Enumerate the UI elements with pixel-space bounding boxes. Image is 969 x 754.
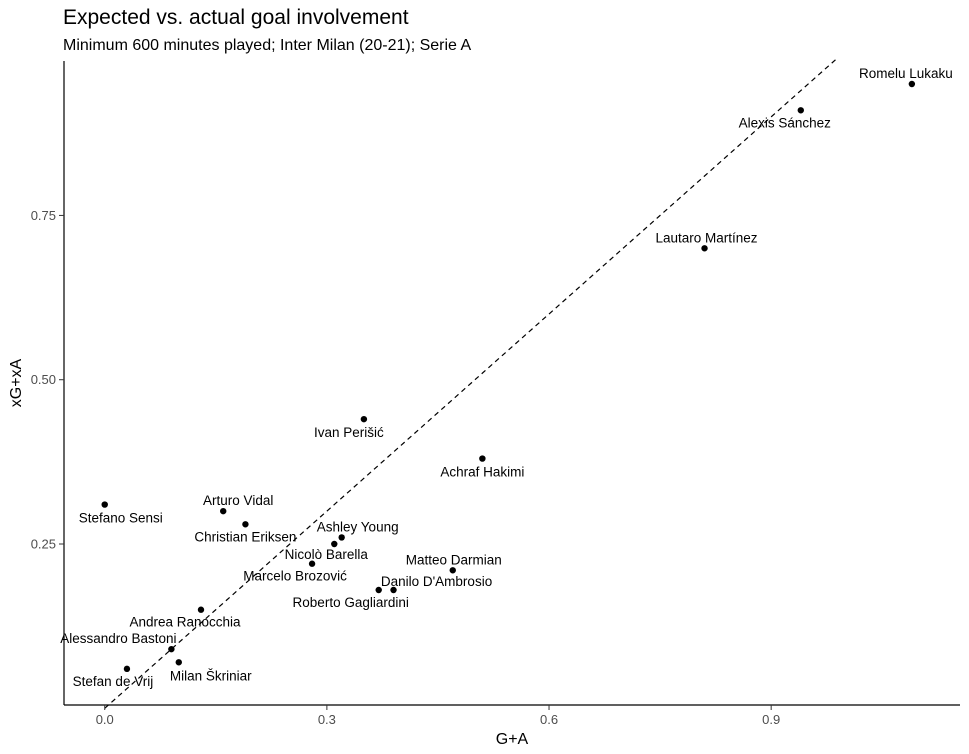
scatter-point [123, 665, 131, 673]
point-label: Alexis Sánchez [739, 115, 832, 130]
scatter-point [331, 540, 338, 548]
scatter-point [175, 659, 182, 666]
point-label: Christian Eriksen [194, 529, 296, 544]
point-label: Stefano Sensi [79, 511, 163, 526]
scatter-point [168, 645, 175, 653]
point-label: Stefan de Vrij [73, 674, 154, 689]
point-label: Marcelo Brozović [243, 569, 347, 584]
scatter-point [375, 586, 382, 594]
scatter-point [338, 534, 345, 541]
scatter-point [197, 606, 205, 613]
y-tick-label: 0.50 [31, 372, 56, 387]
scatter-point [701, 245, 708, 252]
chart-subtitle: Minimum 600 minutes played; Inter Milan … [63, 37, 472, 54]
x-tick-label: 0.0 [96, 712, 114, 727]
scatter-point [308, 560, 316, 567]
x-tick-label: 0.6 [540, 712, 558, 727]
y-axis-title: xG+xA [8, 358, 25, 407]
y-axis-ticks: 0.25 0.50 0.75 [31, 208, 64, 552]
chart-title: Expected vs. actual goal involvement [63, 6, 409, 29]
point-label: Ivan Perišić [314, 425, 384, 440]
point-label: Lautaro Martínez [655, 230, 757, 245]
point-label: Romelu Lukaku [859, 66, 953, 81]
x-tick-label: 0.9 [762, 712, 780, 727]
reference-line [104, 57, 839, 709]
y-tick-label: 0.75 [31, 208, 56, 223]
point-label: Andrea Ranocchia [129, 615, 241, 630]
scatter-point [101, 501, 108, 508]
y-tick-label: 0.25 [31, 537, 56, 552]
point-label: Arturo Vidal [203, 493, 273, 508]
scatter-point [360, 415, 368, 423]
x-axis-ticks: 0.0 0.3 0.6 0.9 [96, 705, 780, 727]
point-label: Alessandro Bastoni [60, 631, 176, 646]
scatter-point [390, 586, 397, 594]
point-label: Ashley Young [317, 519, 399, 534]
scatter-point [242, 521, 249, 528]
point-label: Nicolò Barella [285, 547, 369, 562]
scatter-point [449, 567, 456, 574]
scatter-point [908, 80, 916, 88]
scatter-point [797, 107, 804, 114]
scatter-point [220, 507, 227, 515]
point-label: Achraf Hakimi [440, 465, 524, 480]
point-label: Milan Škriniar [170, 668, 252, 683]
point-label: Roberto Gagliardini [293, 595, 409, 610]
scatter-point [479, 455, 486, 462]
point-label: Danilo D'Ambrosio [381, 574, 492, 589]
point-label: Matteo Darmian [406, 552, 502, 567]
x-axis-title: G+A [496, 731, 529, 748]
x-tick-label: 0.3 [318, 712, 336, 727]
plot-area: Romelu Lukaku Alexis Sánchez Lautaro Martí… [60, 57, 953, 709]
